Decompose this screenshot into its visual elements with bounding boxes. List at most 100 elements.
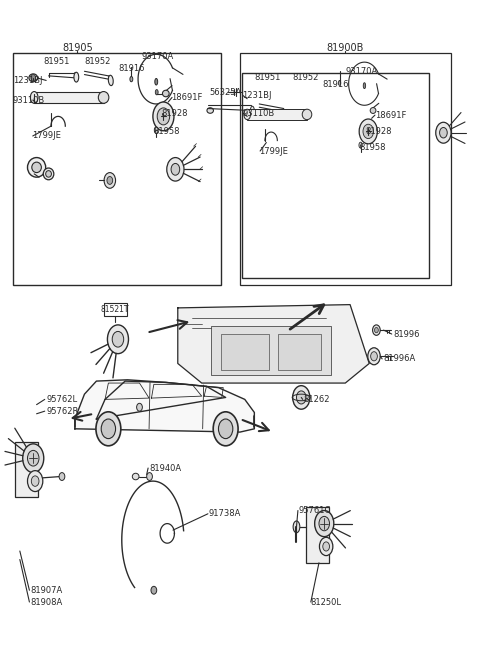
Ellipse shape	[43, 168, 54, 179]
Ellipse shape	[156, 90, 158, 95]
Circle shape	[107, 176, 113, 184]
Text: 81521T: 81521T	[101, 305, 129, 314]
Circle shape	[323, 542, 329, 551]
Circle shape	[31, 476, 39, 486]
Text: 81940A: 81940A	[149, 464, 181, 472]
Text: 56325A: 56325A	[209, 88, 241, 97]
Text: 81900B: 81900B	[326, 43, 364, 53]
Circle shape	[104, 173, 116, 188]
Text: 95762R: 95762R	[46, 407, 79, 416]
Circle shape	[27, 471, 43, 491]
Text: 81907A: 81907A	[30, 586, 62, 595]
Circle shape	[137, 403, 143, 411]
Ellipse shape	[155, 79, 157, 85]
Text: 93110B: 93110B	[12, 96, 45, 105]
Bar	[211, 326, 331, 375]
Text: 81905: 81905	[62, 43, 93, 53]
Ellipse shape	[363, 83, 366, 88]
Ellipse shape	[108, 75, 113, 86]
Text: 81928: 81928	[161, 109, 188, 119]
Text: 18691F: 18691F	[170, 93, 202, 102]
Ellipse shape	[284, 109, 288, 117]
Bar	[34, 92, 104, 103]
Text: 1231BJ: 1231BJ	[242, 91, 272, 100]
Circle shape	[371, 352, 377, 361]
Circle shape	[171, 164, 180, 175]
Ellipse shape	[162, 90, 169, 97]
Text: 81951: 81951	[44, 57, 70, 66]
Bar	[221, 334, 269, 370]
Text: 81952: 81952	[293, 73, 319, 83]
Bar	[278, 334, 322, 370]
Circle shape	[293, 386, 310, 409]
Polygon shape	[178, 305, 369, 383]
Circle shape	[320, 537, 333, 555]
Circle shape	[59, 473, 65, 481]
Ellipse shape	[207, 107, 214, 113]
Text: 93170A: 93170A	[142, 52, 174, 61]
Circle shape	[440, 128, 447, 138]
Ellipse shape	[244, 109, 251, 120]
Circle shape	[23, 444, 44, 473]
Circle shape	[101, 419, 116, 439]
Ellipse shape	[30, 92, 38, 103]
Text: 93170A: 93170A	[345, 67, 378, 76]
Text: 93110B: 93110B	[242, 109, 275, 118]
Text: 18691F: 18691F	[375, 111, 407, 120]
Bar	[240, 53, 451, 285]
Polygon shape	[75, 380, 254, 432]
Circle shape	[436, 122, 451, 143]
Text: 1799JE: 1799JE	[259, 147, 288, 155]
Ellipse shape	[98, 92, 109, 103]
Bar	[104, 303, 127, 316]
Circle shape	[372, 325, 380, 335]
Circle shape	[147, 473, 153, 481]
Circle shape	[213, 412, 238, 446]
Text: 81928: 81928	[365, 127, 392, 136]
Circle shape	[96, 412, 121, 446]
Text: 95761C: 95761C	[299, 506, 331, 515]
Circle shape	[153, 102, 174, 131]
Ellipse shape	[155, 127, 158, 134]
Circle shape	[368, 348, 380, 365]
Ellipse shape	[370, 107, 376, 113]
Text: 81952: 81952	[84, 57, 111, 66]
Ellipse shape	[74, 72, 79, 82]
Text: 81250L: 81250L	[311, 597, 342, 607]
Text: 1231BJ: 1231BJ	[12, 76, 42, 85]
Circle shape	[363, 124, 373, 139]
Text: 81916: 81916	[323, 80, 349, 89]
Circle shape	[31, 75, 36, 81]
Circle shape	[157, 108, 169, 125]
Circle shape	[108, 325, 129, 354]
Ellipse shape	[29, 74, 37, 82]
Ellipse shape	[27, 158, 46, 177]
Ellipse shape	[32, 162, 41, 173]
Circle shape	[167, 158, 184, 181]
Bar	[306, 507, 329, 563]
Ellipse shape	[338, 81, 341, 85]
Ellipse shape	[251, 106, 254, 113]
Text: 81916: 81916	[118, 64, 144, 73]
Bar	[242, 73, 429, 278]
Circle shape	[27, 451, 39, 466]
Circle shape	[319, 516, 329, 531]
Circle shape	[374, 328, 378, 333]
Text: 95762L: 95762L	[46, 395, 77, 404]
Text: 81996A: 81996A	[384, 354, 416, 364]
Text: 91738A: 91738A	[209, 510, 241, 518]
Bar	[15, 442, 38, 497]
Ellipse shape	[293, 521, 300, 533]
Text: 81951: 81951	[254, 73, 281, 83]
Text: 81958: 81958	[360, 143, 386, 152]
Ellipse shape	[132, 474, 139, 480]
Text: 81908A: 81908A	[30, 597, 62, 607]
Text: 1799JE: 1799JE	[32, 132, 60, 140]
Circle shape	[218, 419, 233, 439]
Text: 81262: 81262	[304, 395, 330, 404]
Text: 81958: 81958	[154, 127, 180, 136]
Circle shape	[297, 391, 306, 404]
Ellipse shape	[359, 142, 362, 148]
Ellipse shape	[302, 109, 312, 120]
Circle shape	[315, 510, 334, 536]
